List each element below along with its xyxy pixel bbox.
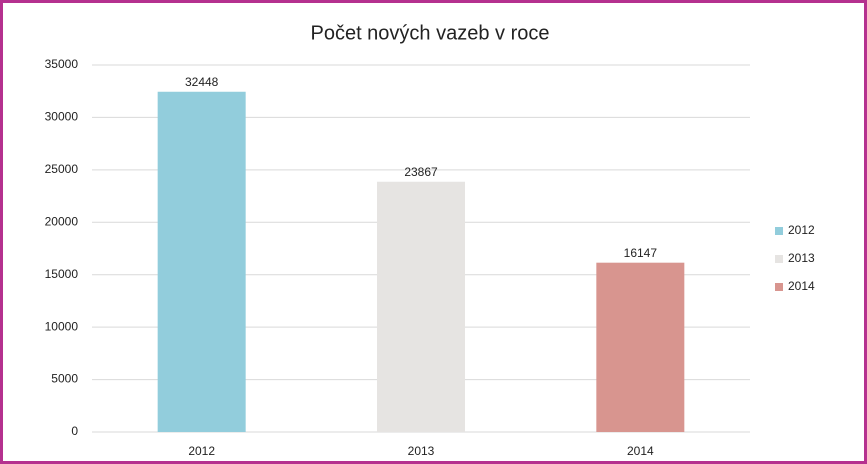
x-tick-label: 2014 [627, 444, 654, 458]
y-tick-label: 5000 [51, 372, 78, 386]
y-tick-label: 0 [71, 424, 78, 438]
y-tick-label: 15000 [45, 267, 79, 281]
legend-swatch [775, 255, 783, 263]
x-tick-label: 2012 [188, 444, 215, 458]
bar [157, 91, 246, 432]
x-tick-label: 2013 [408, 444, 435, 458]
data-label: 16147 [624, 246, 658, 260]
chart-title: Počet nových vazeb v roce [310, 22, 549, 44]
y-tick-label: 30000 [45, 110, 79, 124]
legend-swatch [775, 283, 783, 291]
bar [377, 181, 465, 432]
data-label: 32448 [185, 75, 219, 89]
legend-label: 2014 [788, 279, 815, 293]
y-tick-label: 10000 [45, 319, 79, 333]
legend-label: 2013 [788, 251, 815, 265]
bar [596, 262, 685, 432]
data-label: 23867 [404, 165, 438, 179]
legend-label: 2012 [788, 223, 815, 237]
legend-swatch [775, 227, 783, 235]
y-tick-label: 20000 [45, 214, 79, 228]
y-tick-label: 35000 [45, 57, 79, 71]
y-tick-label: 25000 [45, 162, 79, 176]
